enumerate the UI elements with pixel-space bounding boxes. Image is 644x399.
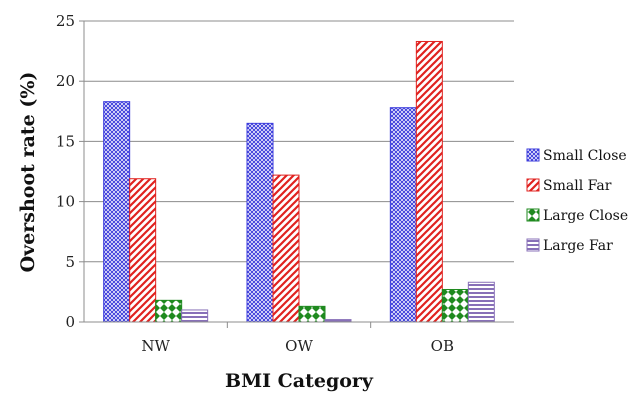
legend-swatch <box>526 238 540 252</box>
bar-small-far-ob <box>415 40 443 323</box>
x-tick-label: OB <box>431 337 454 355</box>
legend-label: Large Far <box>543 238 613 254</box>
y-tick-label: 5 <box>65 253 75 271</box>
bar-small-close-nw <box>103 101 131 323</box>
x-axis-title: BMI Category <box>225 370 374 392</box>
x-tick-label: OW <box>285 337 313 355</box>
bar-large-close-nw <box>155 299 183 323</box>
bar-large-far-nw <box>181 309 209 323</box>
bar-small-far-nw <box>129 178 157 323</box>
bar-large-close-ow <box>298 305 326 323</box>
legend-label: Small Far <box>543 178 612 194</box>
legend-label: Small Close <box>543 148 627 164</box>
bar-small-close-ob <box>389 107 417 323</box>
y-tick-label: 15 <box>56 132 75 150</box>
y-axis-title: Overshoot rate (%) <box>17 72 39 273</box>
legend-swatch <box>526 208 540 222</box>
y-tick-label: 0 <box>65 313 75 331</box>
legend-label: Large Close <box>543 208 628 224</box>
legend: Small Close Small Far Large Close Large Far <box>526 148 628 254</box>
axes: 0 5 10 15 20 25 NW OW OB <box>56 12 514 355</box>
bar-small-far-ow <box>272 174 300 323</box>
x-tick-label: NW <box>141 337 170 355</box>
legend-swatch <box>526 178 540 192</box>
bar-small-close-ow <box>246 122 274 323</box>
bars <box>103 40 495 323</box>
bar-large-close-ob <box>441 288 469 323</box>
y-tick-label: 25 <box>56 12 75 30</box>
y-tick-label: 20 <box>56 72 75 90</box>
y-tick-label: 10 <box>56 193 75 211</box>
bar-large-far-ob <box>467 281 495 323</box>
legend-swatch <box>526 148 540 162</box>
